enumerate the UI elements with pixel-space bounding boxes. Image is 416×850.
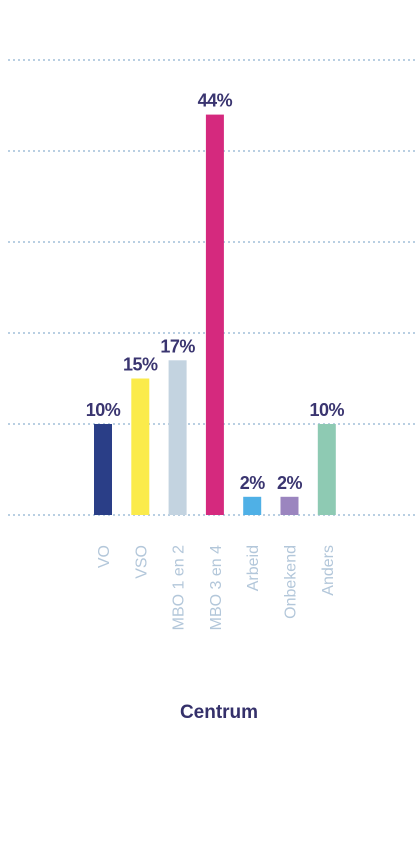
bar-vo <box>94 424 112 515</box>
bar-anders <box>317 424 336 515</box>
value-label-anders: 10% <box>310 400 345 420</box>
bar-onbekend <box>280 496 299 515</box>
category-label-vo: VO <box>96 545 113 568</box>
value-label-onbekend: 2% <box>277 473 303 493</box>
chart-title: Centrum <box>180 702 258 723</box>
gridlines <box>8 59 416 516</box>
category-label-arbeid: Arbeid <box>245 545 262 591</box>
value-label-mbo-3-en-4: 44% <box>198 91 233 111</box>
value-labels: 10% 15%17% 44% 2% 2% 10% <box>86 91 345 493</box>
category-label-vso: VSO <box>133 545 150 579</box>
value-label-vo: 10% <box>86 400 121 420</box>
category-labels: VO VSO MBO 1 en 2 MBO 3 en 4 Arbeid Onbekend A… <box>96 545 337 630</box>
bar-mbo-3-en-4 <box>205 114 224 515</box>
bar-arbeid <box>243 496 262 515</box>
category-label-onbekend: Onbekend <box>283 545 300 619</box>
category-label-mbo-1-en-2: MBO 1 en 2 <box>171 545 188 630</box>
bar-mbo-1-en-2 <box>168 360 187 515</box>
bars <box>94 114 336 515</box>
category-label-anders: Anders <box>320 545 337 596</box>
value-label-mbo-1-en-2: 17% <box>160 336 195 356</box>
category-label-mbo-3-en-4: MBO 3 en 4 <box>208 545 225 630</box>
value-label-vso: 15% <box>123 355 158 375</box>
value-label-arbeid: 2% <box>240 473 266 493</box>
bar-vso <box>131 378 150 515</box>
